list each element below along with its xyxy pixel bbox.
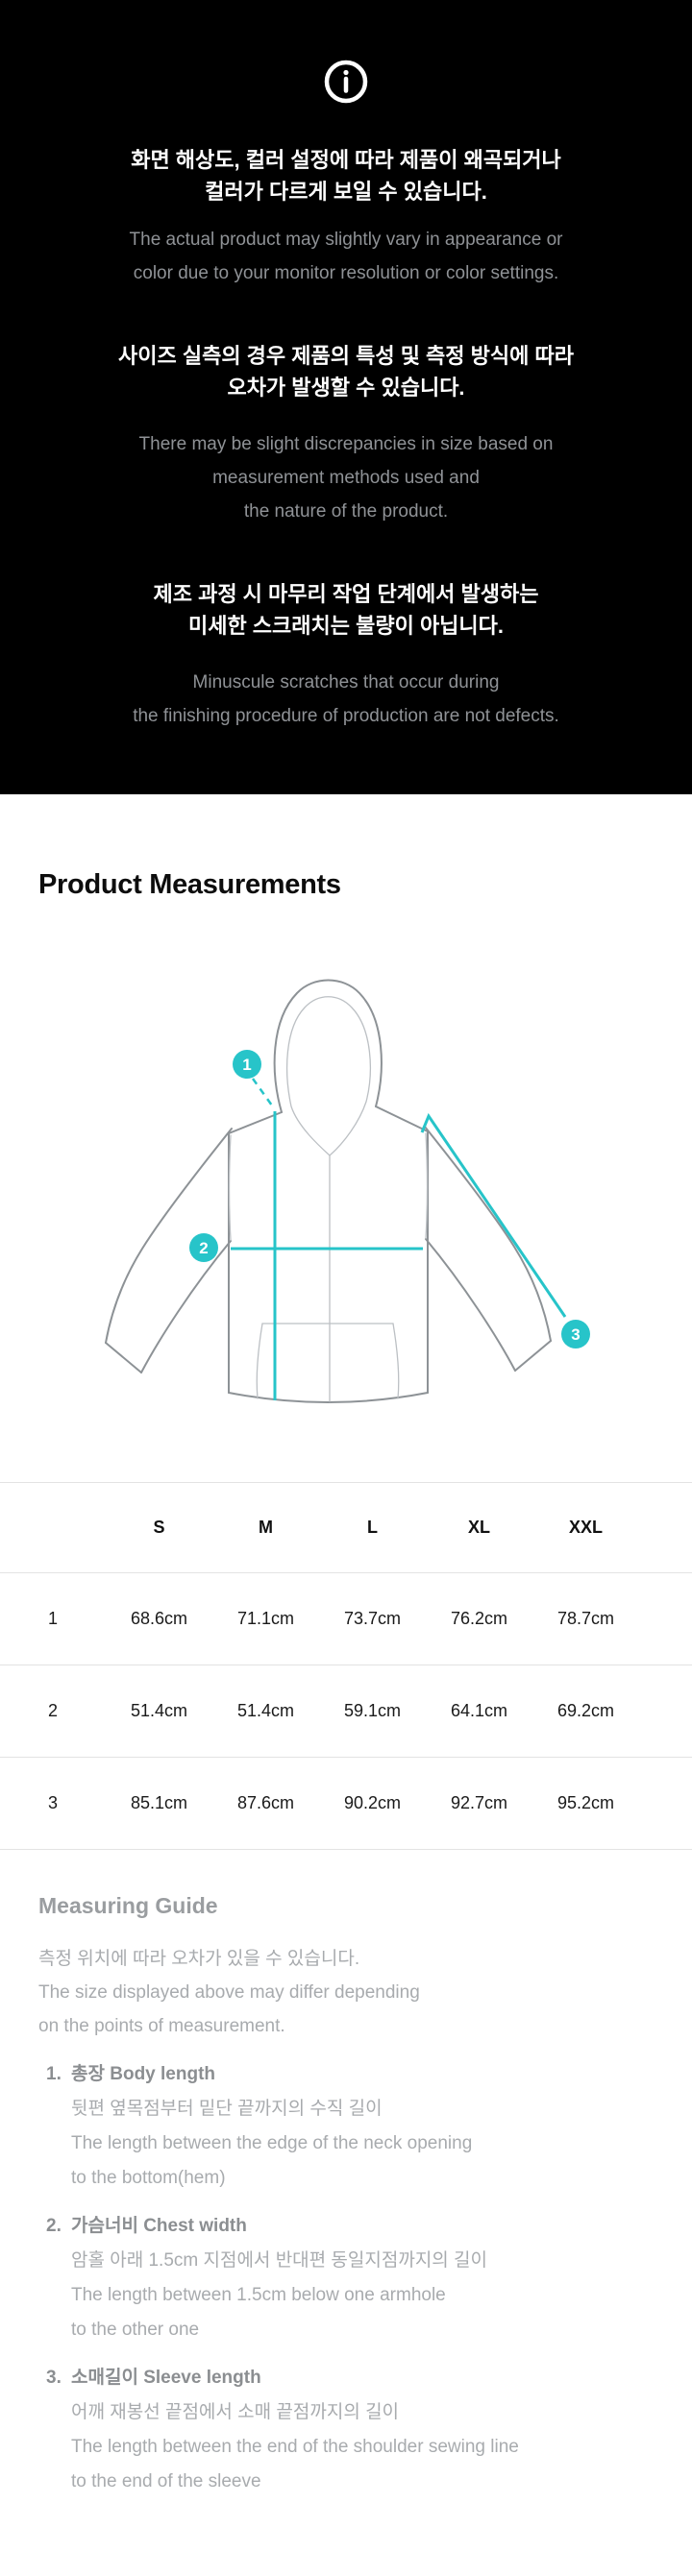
- row-label: 3: [47, 1793, 58, 1812]
- measurement-cell: 51.4cm: [236, 1701, 295, 1720]
- size-column-header: M: [259, 1518, 273, 1537]
- measurement-cell: 68.6cm: [130, 1609, 188, 1628]
- notice-en-line: the finishing procedure of production ar…: [133, 706, 559, 726]
- guide-intro-line: on the points of measurement.: [38, 2016, 285, 2036]
- measuring-guide-section: Measuring Guide 측정 위치에 따라 오차가 있을 수 있습니다.…: [0, 1883, 692, 2499]
- product-measurements-title: Product Measurements: [38, 869, 341, 900]
- guide-item-sleeve-length: 3. 소매길이 Sleeve length 어깨 재봉선 끝점에서 소매 끝점까…: [38, 2361, 692, 2499]
- measure-1-leader-line: [251, 1078, 274, 1106]
- guide-item-line: 암홀 아래 1.5cm 지점에서 반대편 동일지점까지의 길이: [71, 2250, 488, 2271]
- guide-intro-line: 측정 위치에 따라 오차가 있을 수 있습니다.: [38, 1949, 360, 1969]
- measurement-cell: 92.7cm: [450, 1793, 508, 1812]
- row-label: 1: [47, 1609, 58, 1628]
- guide-item-line: The length between the end of the should…: [71, 2437, 519, 2457]
- measurement-cell: 64.1cm: [450, 1701, 508, 1720]
- measurement-cell: 87.6cm: [236, 1793, 295, 1812]
- guide-item-line: to the bottom(hem): [71, 2168, 226, 2188]
- notice-en-line: Minuscule scratches that occur during: [192, 672, 500, 693]
- size-table-header-row: S M L XL XXL: [0, 1482, 692, 1573]
- hoodie-outline: [105, 979, 552, 1403]
- notice-en-line: The actual product may slightly vary in …: [129, 230, 563, 250]
- notice-kr-line: 컬러가 다르게 보일 수 있습니다.: [205, 180, 487, 204]
- marker-1-label: 1: [242, 1056, 251, 1074]
- row-label: 2: [47, 1701, 58, 1720]
- notice-kr-line: 화면 해상도, 컬러 설정에 따라 제품이 왜곡되거나: [131, 148, 561, 172]
- measurement-cell: 71.1cm: [236, 1609, 295, 1628]
- marker-2-label: 2: [199, 1239, 208, 1257]
- marker-2-circle: [189, 1233, 218, 1262]
- size-column-header: XXL: [568, 1518, 603, 1537]
- notice-kr-paragraph: 제조 과정 시 마무리 작업 단계에서 발생하는 미세한 스크래치는 불량이 아…: [0, 578, 692, 642]
- measurement-cell: 73.7cm: [343, 1609, 402, 1628]
- measurement-lines: [231, 1078, 567, 1400]
- measurement-cell: 85.1cm: [130, 1793, 188, 1812]
- measurement-cell: 95.2cm: [556, 1793, 615, 1812]
- guide-item-number: 3.: [46, 2368, 62, 2388]
- guide-item-title: 총장 Body length: [71, 2064, 216, 2084]
- guide-item-line: The length between the edge of the neck …: [71, 2133, 473, 2153]
- guide-item-title: 소매길이 Sleeve length: [71, 2368, 261, 2388]
- notice-kr-line: 제조 과정 시 마무리 작업 단계에서 발생하는: [153, 582, 539, 606]
- measurement-cell: 51.4cm: [130, 1701, 188, 1720]
- guide-item-title: 가슴너비 Chest width: [71, 2216, 247, 2236]
- notice-kr-paragraph: 사이즈 실측의 경우 제품의 특성 및 측정 방식에 따라 오차가 발생할 수 …: [0, 340, 692, 403]
- notice-en-paragraph: There may be slight discrepancies in siz…: [0, 427, 692, 528]
- garment-measurement-diagram: 1 2 3: [105, 979, 590, 1403]
- table-row: 2 51.4cm 51.4cm 59.1cm 64.1cm 69.2cm: [0, 1665, 692, 1758]
- notice-kr-paragraph: 화면 해상도, 컬러 설정에 따라 제품이 왜곡되거나 컬러가 다르게 보일 수…: [0, 144, 692, 207]
- notice-en-paragraph: Minuscule scratches that occur during th…: [0, 666, 692, 733]
- guide-item-line: to the end of the sleeve: [71, 2471, 261, 2491]
- size-column-header: XL: [467, 1518, 490, 1537]
- guide-item-number: 2.: [46, 2216, 62, 2236]
- guide-item-line: 어깨 재봉선 끝점에서 소매 끝점까지의 길이: [71, 2402, 400, 2422]
- notice-en-line: There may be slight discrepancies in siz…: [138, 434, 554, 454]
- measurement-cell: 59.1cm: [343, 1701, 402, 1720]
- size-column-header: L: [367, 1518, 378, 1537]
- notice-en-paragraph: The actual product may slightly vary in …: [0, 223, 692, 290]
- size-column-header: S: [153, 1518, 165, 1537]
- notice-kr-line: 미세한 스크래치는 불량이 아닙니다.: [187, 614, 505, 638]
- notice-section: 화면 해상도, 컬러 설정에 따라 제품이 왜곡되거나 컬러가 다르게 보일 수…: [0, 0, 692, 794]
- guide-item-line: 뒷편 옆목점부터 밑단 끝까지의 수직 길이: [71, 2099, 383, 2119]
- guide-item-chest-width: 2. 가슴너비 Chest width 암홀 아래 1.5cm 지점에서 반대편…: [38, 2209, 692, 2347]
- info-icon: [324, 60, 368, 104]
- measurement-cell: 76.2cm: [450, 1609, 508, 1628]
- guide-item-body-length: 1. 총장 Body length 뒷편 옆목점부터 밑단 끝까지의 수직 길이…: [38, 2057, 692, 2196]
- size-table-corner-cell: [0, 1483, 106, 1573]
- marker-3-circle: [561, 1320, 590, 1349]
- guide-item-line: The length between 1.5cm below one armho…: [71, 2285, 446, 2305]
- guide-intro-line: The size displayed above may differ depe…: [38, 1982, 420, 2003]
- table-row: 1 68.6cm 71.1cm 73.7cm 76.2cm 78.7cm: [0, 1573, 692, 1665]
- guide-item-number: 1.: [46, 2064, 62, 2084]
- measurement-markers: 1 2 3: [189, 1050, 590, 1349]
- measurement-cell: 69.2cm: [556, 1701, 615, 1720]
- notice-en-line: color due to your monitor resolution or …: [133, 263, 559, 283]
- measurement-cell: 90.2cm: [343, 1793, 402, 1812]
- notice-en-line: measurement methods used and: [212, 468, 480, 488]
- measure-3-sleeve-length-line: [420, 1112, 567, 1318]
- guide-item-line: to the other one: [71, 2320, 200, 2340]
- measuring-guide-intro: 측정 위치에 따라 오차가 있을 수 있습니다. The size displa…: [38, 1942, 692, 2043]
- notice-en-line: the nature of the product.: [243, 501, 449, 522]
- size-table: S M L XL XXL 1 68.6cm 71.1cm 73.7cm 76.2…: [0, 1482, 692, 1850]
- marker-1-circle: [233, 1050, 261, 1079]
- table-row: 3 85.1cm 87.6cm 90.2cm 92.7cm 95.2cm: [0, 1758, 692, 1850]
- notice-kr-line: 사이즈 실측의 경우 제품의 특성 및 측정 방식에 따라: [118, 344, 574, 368]
- notice-kr-line: 오차가 발생할 수 있습니다.: [227, 376, 465, 400]
- measurement-cell: 78.7cm: [556, 1609, 615, 1628]
- hoodie-inner-details: [228, 996, 429, 1402]
- marker-3-label: 3: [571, 1325, 580, 1344]
- measuring-guide-list: 1. 총장 Body length 뒷편 옆목점부터 밑단 끝까지의 수직 길이…: [38, 2057, 692, 2499]
- measuring-guide-title: Measuring Guide: [38, 1893, 218, 1918]
